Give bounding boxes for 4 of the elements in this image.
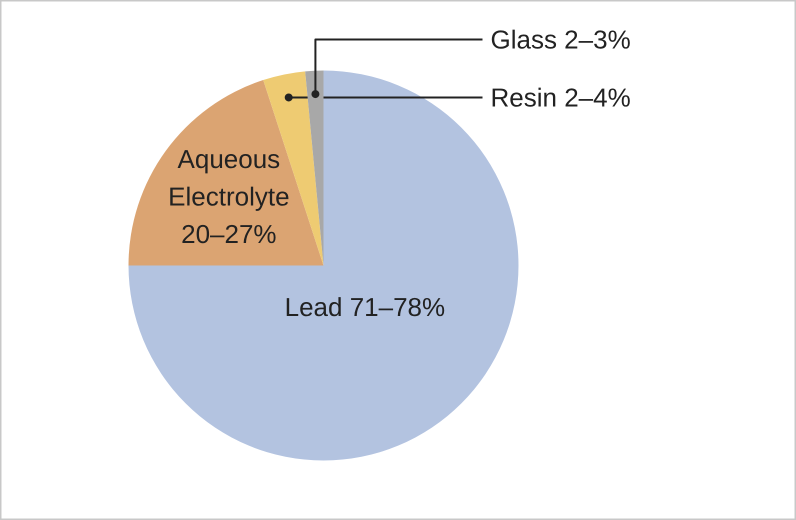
slice-label: Aqueous Electrolyte 20–27% xyxy=(168,144,290,250)
slice-label: Lead 71–78% xyxy=(284,292,446,322)
slice-label: Glass 2–3% xyxy=(490,24,631,54)
slice-label: Resin 2–4% xyxy=(490,82,631,112)
